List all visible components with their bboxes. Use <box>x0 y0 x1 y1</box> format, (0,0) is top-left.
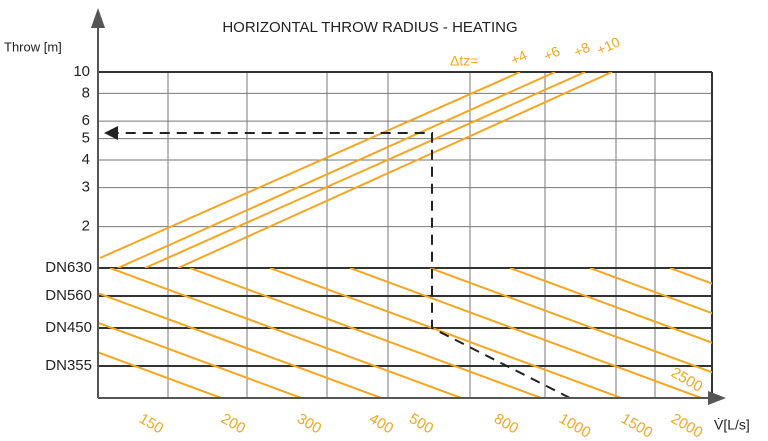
y-tick-label: 10 <box>73 63 90 80</box>
x-axis-label: V̇[L/s] <box>714 417 750 433</box>
dn-curve <box>589 268 712 315</box>
dn-curve <box>109 268 465 398</box>
x-tick-label: 300 <box>294 410 324 437</box>
y-tick-label: 4 <box>82 151 90 168</box>
y-axis-arrow <box>91 8 105 28</box>
x-tick-label: 500 <box>406 410 436 437</box>
dn-label: DN630 <box>45 259 92 276</box>
y-tick-label: 3 <box>82 179 90 196</box>
dn-curve <box>98 321 305 398</box>
dn-curve <box>189 268 545 398</box>
dn-curve <box>509 268 712 344</box>
arrow-head <box>104 126 118 140</box>
delta-label: +4 <box>508 47 529 68</box>
dn-curve <box>98 351 225 398</box>
dn-curve <box>750 268 768 401</box>
dn-curve <box>98 292 385 398</box>
throw-line <box>99 72 521 259</box>
x-tick-label: 2000 <box>668 410 705 441</box>
y-tick-label: 2 <box>82 218 90 235</box>
chart-title: HORIZONTAL THROW RADIUS - HEATING <box>222 19 517 36</box>
x-tick-label: 200 <box>218 410 248 437</box>
curves <box>98 72 768 401</box>
x-tick-label: 1000 <box>556 410 593 441</box>
dn-curve <box>269 268 625 398</box>
delta-prefix: Δtz= <box>450 53 478 69</box>
y-tick-label: 8 <box>82 84 90 101</box>
y-tick-label: 6 <box>82 112 90 129</box>
delta-label: +10 <box>594 33 622 58</box>
delta-label: +6 <box>541 43 562 64</box>
throw-line <box>177 72 613 268</box>
dn-label: DN450 <box>45 319 92 336</box>
x-tick-label: 150 <box>136 410 166 437</box>
delta-label: +8 <box>571 39 592 60</box>
throw-line <box>144 72 586 268</box>
x-tick-label: 1500 <box>618 410 655 441</box>
throw-line <box>117 72 556 268</box>
dn-label: DN355 <box>45 357 92 374</box>
dn-curve <box>349 268 705 398</box>
y-axis-label: Throw [m] <box>4 39 62 54</box>
example-path <box>116 132 571 399</box>
y-tick-label: 5 <box>82 130 90 147</box>
x-tick-label: 400 <box>366 410 396 437</box>
dn-curve <box>429 268 712 374</box>
x-tick-label: 800 <box>491 410 521 437</box>
x-axis-arrow <box>708 391 726 405</box>
dn-label: DN560 <box>45 287 92 304</box>
